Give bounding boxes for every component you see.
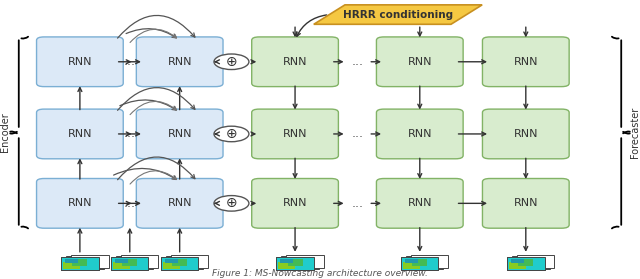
Bar xyxy=(111,258,148,270)
Text: RNN: RNN xyxy=(513,57,538,67)
Bar xyxy=(172,259,187,266)
Bar xyxy=(411,255,449,268)
Text: Forecaster: Forecaster xyxy=(630,107,640,158)
Text: ...: ... xyxy=(124,55,136,68)
Bar xyxy=(171,255,209,268)
Circle shape xyxy=(214,126,249,142)
Text: RNN: RNN xyxy=(513,198,538,208)
FancyBboxPatch shape xyxy=(136,109,223,159)
Bar xyxy=(166,256,204,269)
Text: $\oplus$: $\oplus$ xyxy=(225,55,237,69)
Bar xyxy=(61,258,99,270)
Bar xyxy=(507,258,545,270)
Text: ...: ... xyxy=(351,128,364,140)
Bar xyxy=(509,262,526,269)
Bar xyxy=(511,259,524,263)
Bar xyxy=(280,259,293,263)
FancyBboxPatch shape xyxy=(136,37,223,86)
Bar xyxy=(121,255,159,268)
Polygon shape xyxy=(314,5,482,24)
Text: RNN: RNN xyxy=(283,198,307,208)
Circle shape xyxy=(214,54,249,69)
FancyBboxPatch shape xyxy=(252,179,339,228)
Bar xyxy=(161,258,198,270)
FancyArrowPatch shape xyxy=(118,15,195,38)
Text: RNN: RNN xyxy=(513,129,538,139)
Text: RNN: RNN xyxy=(68,198,92,208)
Text: RNN: RNN xyxy=(283,129,307,139)
Text: RNN: RNN xyxy=(408,57,432,67)
FancyArrowPatch shape xyxy=(118,88,195,110)
FancyBboxPatch shape xyxy=(483,179,569,228)
Text: $\oplus$: $\oplus$ xyxy=(225,127,237,141)
FancyBboxPatch shape xyxy=(483,37,569,86)
Bar xyxy=(71,255,109,268)
Bar xyxy=(405,259,418,263)
Text: RNN: RNN xyxy=(68,57,92,67)
Bar xyxy=(63,262,80,269)
Bar xyxy=(512,256,550,269)
Text: RNN: RNN xyxy=(168,57,192,67)
FancyBboxPatch shape xyxy=(483,109,569,159)
FancyBboxPatch shape xyxy=(376,109,463,159)
Text: ...: ... xyxy=(351,197,364,210)
Text: ...: ... xyxy=(124,197,136,210)
Bar xyxy=(406,256,444,269)
Bar xyxy=(164,259,178,263)
Circle shape xyxy=(214,196,249,211)
FancyBboxPatch shape xyxy=(136,179,223,228)
Bar xyxy=(401,258,438,270)
Text: HRRR conditioning: HRRR conditioning xyxy=(343,9,453,20)
FancyBboxPatch shape xyxy=(252,37,339,86)
Bar xyxy=(282,256,319,269)
Text: RNN: RNN xyxy=(408,198,432,208)
Bar xyxy=(507,258,545,270)
Bar xyxy=(161,258,198,270)
Bar xyxy=(276,258,314,270)
Bar xyxy=(286,255,324,268)
Bar xyxy=(517,255,554,268)
FancyBboxPatch shape xyxy=(376,179,463,228)
Bar xyxy=(518,259,533,266)
FancyBboxPatch shape xyxy=(376,37,463,86)
Bar xyxy=(116,256,154,269)
Bar xyxy=(122,259,137,266)
Text: RNN: RNN xyxy=(408,129,432,139)
Bar xyxy=(403,262,420,269)
Text: Encoder: Encoder xyxy=(0,113,10,152)
Bar xyxy=(412,259,428,266)
Text: Figure 1: MS-Nowcasting architecture overview.: Figure 1: MS-Nowcasting architecture ove… xyxy=(212,269,428,278)
Text: RNN: RNN xyxy=(283,57,307,67)
Text: RNN: RNN xyxy=(168,198,192,208)
Bar xyxy=(113,262,130,269)
Bar xyxy=(65,259,78,263)
Text: RNN: RNN xyxy=(68,129,92,139)
Bar xyxy=(163,262,180,269)
Bar xyxy=(276,258,314,270)
Bar xyxy=(278,262,295,269)
Text: $\oplus$: $\oplus$ xyxy=(225,196,237,210)
Text: ...: ... xyxy=(124,128,136,140)
Bar xyxy=(66,256,104,269)
FancyBboxPatch shape xyxy=(252,109,339,159)
FancyArrowPatch shape xyxy=(118,157,195,180)
Bar xyxy=(287,259,303,266)
FancyBboxPatch shape xyxy=(36,179,124,228)
FancyBboxPatch shape xyxy=(36,37,124,86)
Text: ...: ... xyxy=(351,55,364,68)
Bar xyxy=(401,258,438,270)
FancyBboxPatch shape xyxy=(36,109,124,159)
Bar xyxy=(115,259,128,263)
Bar xyxy=(72,259,88,266)
Bar xyxy=(111,258,148,270)
Bar xyxy=(61,258,99,270)
Text: RNN: RNN xyxy=(168,129,192,139)
